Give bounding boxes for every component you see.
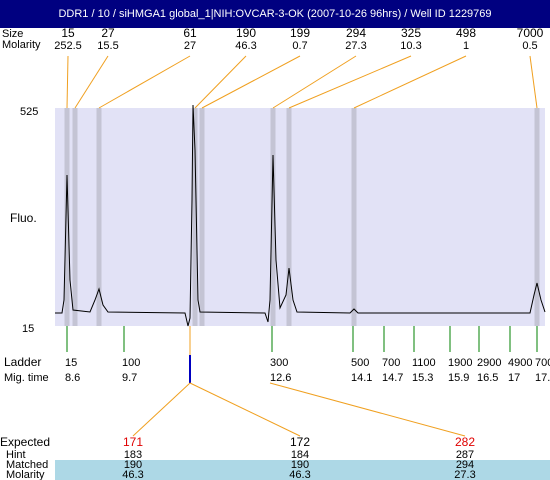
ladder-size: 7000 xyxy=(535,357,550,369)
peak-molarity: 27 xyxy=(184,40,196,52)
ladder-size: 300 xyxy=(270,357,288,369)
peak-molarity: 0.5 xyxy=(522,40,537,52)
expected-row-label: Hint xyxy=(6,449,26,461)
peak-size: 190 xyxy=(236,26,256,40)
peak-connector xyxy=(272,55,357,109)
expected-value: 172 xyxy=(290,435,310,449)
connector xyxy=(189,382,301,437)
expected-cell: 190 xyxy=(291,459,309,471)
mig-time: 15.9 xyxy=(448,372,469,384)
title-bar xyxy=(0,0,550,28)
y-bottom-label: 15 xyxy=(22,323,34,335)
peak-connector xyxy=(353,55,467,109)
peak-molarity: 1 xyxy=(463,40,469,52)
peak-size: 325 xyxy=(401,26,421,40)
expected-row-label: Molarity xyxy=(6,469,45,480)
expected-cell: 190 xyxy=(124,459,142,471)
ladder-label: Ladder xyxy=(4,355,41,369)
peak-connector xyxy=(98,55,191,109)
expected-row-label: Matched xyxy=(6,459,48,471)
expected-cell: 184 xyxy=(291,449,309,461)
connector xyxy=(132,382,191,437)
ladder-size: 15 xyxy=(65,357,77,369)
peak-band xyxy=(270,108,276,326)
ladder-size: 1900 xyxy=(448,357,472,369)
expected-value: 171 xyxy=(123,435,143,449)
ladder-size: 100 xyxy=(122,357,140,369)
expected-cell: 287 xyxy=(456,449,474,461)
mig-time: 15.3 xyxy=(412,372,433,384)
mig-time: 9.7 xyxy=(122,372,137,384)
molarity-row xyxy=(55,470,550,480)
connector xyxy=(269,382,466,437)
peak-band xyxy=(351,108,357,326)
title: DDR1 / 10 / siHMGA1 global_1|NIH:OVCAR-3… xyxy=(58,8,491,20)
peak-band xyxy=(534,108,540,326)
peak-molarity: 27.3 xyxy=(345,40,366,52)
peak-size: 27 xyxy=(101,26,115,40)
expected-cell: 46.3 xyxy=(289,469,310,480)
peak-molarity: 252.5 xyxy=(54,40,82,52)
peak-size: 7000 xyxy=(517,26,544,40)
peak-connector xyxy=(74,55,109,109)
peak-connector xyxy=(529,55,538,109)
peak-band xyxy=(199,108,205,326)
peak-connector xyxy=(201,55,301,109)
y-axis-label: Fluo. xyxy=(10,211,37,225)
ladder-size: 2900 xyxy=(477,357,501,369)
peak-molarity: 0.7 xyxy=(292,40,307,52)
peak-size: 61 xyxy=(183,26,197,40)
peak-molarity: 46.3 xyxy=(235,40,256,52)
plot-area xyxy=(55,108,545,326)
y-top-label: 525 xyxy=(20,106,38,118)
ladder-size: 500 xyxy=(351,357,369,369)
peak-size: 498 xyxy=(456,26,476,40)
mig-time-label: Mig. time xyxy=(4,372,49,384)
mig-time: 14.1 xyxy=(351,372,372,384)
mig-time: 16.5 xyxy=(477,372,498,384)
peak-connector xyxy=(288,55,412,109)
ladder-size: 1100 xyxy=(412,357,436,369)
mig-time: 17 xyxy=(508,372,520,384)
expected-cell: 46.3 xyxy=(122,469,143,480)
peak-molarity: 15.5 xyxy=(97,40,118,52)
peak-band xyxy=(96,108,102,326)
peak-connector xyxy=(194,55,247,109)
peak-molarity: 10.3 xyxy=(400,40,421,52)
mig-time: 17.6 xyxy=(535,372,550,384)
peak-size: 199 xyxy=(290,26,310,40)
expected-cell: 183 xyxy=(124,449,142,461)
expected-cell: 27.3 xyxy=(454,469,475,480)
mig-time: 14.7 xyxy=(382,372,403,384)
expected-value: 282 xyxy=(455,435,475,449)
expected-row-label: Expected xyxy=(0,435,50,449)
peak-connector xyxy=(66,55,69,109)
ladder-size: 700 xyxy=(382,357,400,369)
molarity-label: Molarity xyxy=(2,39,41,51)
size-label: Size xyxy=(2,28,23,40)
mig-time: 12.6 xyxy=(270,372,291,384)
peak-band xyxy=(192,108,198,326)
peak-size: 294 xyxy=(346,26,366,40)
peak-band xyxy=(72,108,78,326)
matched-row xyxy=(55,460,550,470)
mig-time: 8.6 xyxy=(65,372,80,384)
trace xyxy=(55,104,546,327)
peak-size: 15 xyxy=(61,26,75,40)
ladder-size: 4900 xyxy=(508,357,532,369)
expected-cell: 294 xyxy=(456,459,474,471)
peak-band xyxy=(64,108,70,326)
peak-band xyxy=(286,108,292,326)
